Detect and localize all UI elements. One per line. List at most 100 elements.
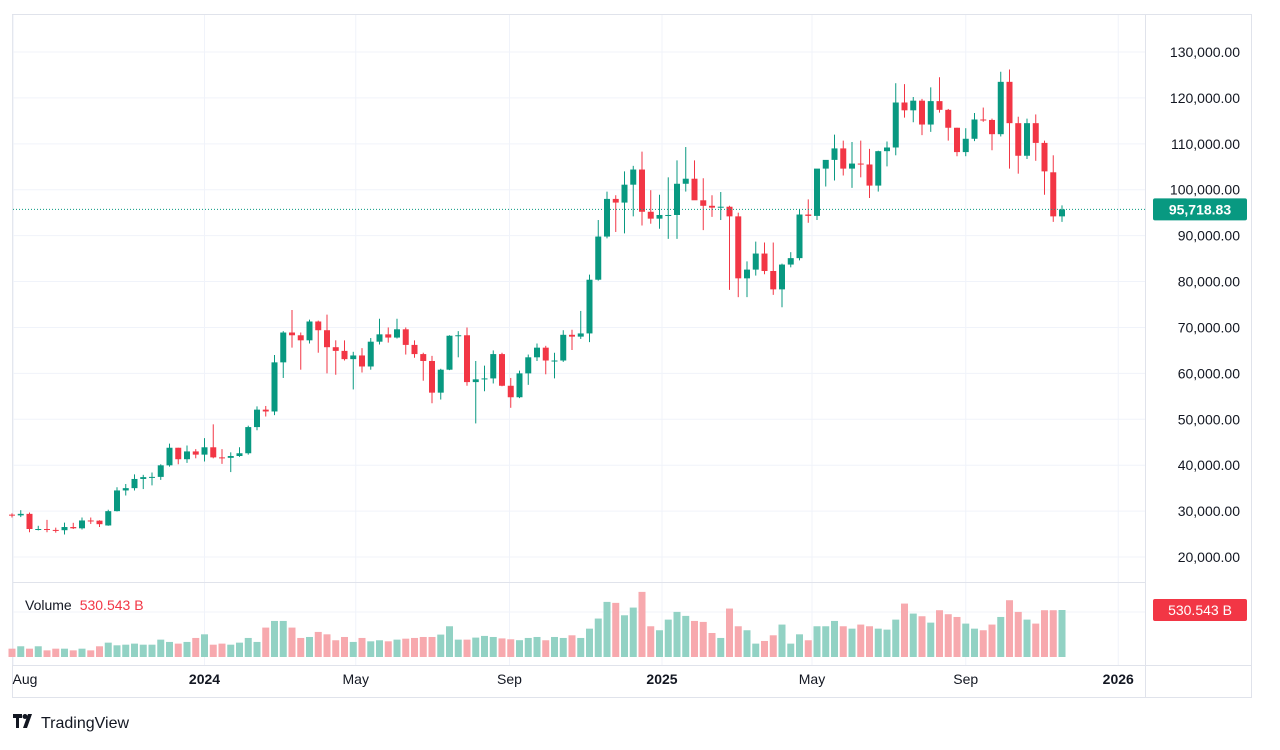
volume-bar [586,628,593,657]
volume-bar [892,619,900,657]
candle [569,329,575,350]
candle [919,98,925,136]
candle [691,160,698,201]
volume-bar [551,636,558,657]
volume-bar [183,641,191,657]
candle-body [849,163,855,169]
volume-bar [787,643,795,657]
candle-body [945,109,952,128]
candle [44,519,50,533]
candle [227,452,234,473]
candle [52,527,59,533]
candle-body [166,447,173,466]
btc-weekly-candlestick-chart[interactable]: 20,000.00 30,000.00 40,000.00 50,000.00 60,0… [0,0,1280,700]
time-axis[interactable]: Aug 2024 May Sep 2025 May Sep 2026 [13,671,1134,687]
volume-bar [988,624,996,657]
volume-bar [218,643,226,657]
volume-badge-bg [1153,599,1247,621]
candle-body [1041,142,1048,172]
volume-bar [393,639,401,657]
tradingview-logo[interactable]: TradingView [13,714,129,733]
grid-lines [12,15,1145,665]
candle-body [210,447,217,458]
volume-bar [559,637,567,657]
candle-body [262,409,269,412]
candle-body [971,119,978,139]
candle-body [787,258,794,265]
candle [621,171,628,234]
candle-body [875,151,882,186]
volume-bar [446,626,453,657]
candle [735,212,742,298]
candle-body [149,476,155,478]
candle-body [901,102,908,111]
candle-body [429,360,435,393]
volume-bar [717,637,725,657]
candle [647,190,654,224]
candle [814,168,820,221]
price-tick-label: 130,000.00 [1170,44,1240,60]
candle [306,319,313,344]
candle [499,352,505,387]
volume-bar [673,611,681,657]
price-tick-label: 90,000.00 [1178,228,1240,244]
candle [612,195,619,232]
candle-body [1032,123,1039,143]
volume-bar [43,650,51,657]
candle-body [394,329,400,338]
price-tick-label: 120,000.00 [1170,90,1240,106]
candle [1059,205,1065,222]
volume-bar [288,627,296,657]
volume-bar [524,637,532,657]
candle-body [542,347,549,361]
volume-bar [813,626,821,657]
candle-body [997,81,1004,135]
volume-bar [909,613,917,657]
candle-body [761,253,768,271]
candle [166,443,173,467]
volume-bar [516,640,523,657]
volume-bar [743,630,751,657]
candle-body [866,164,873,186]
candle [192,449,199,459]
candle [954,127,960,157]
candle [201,438,208,462]
candle-body [227,456,234,458]
candle [1050,155,1057,222]
candle [472,360,479,424]
candle-body [604,198,610,237]
candle-body [857,163,864,165]
candle-body [744,269,750,279]
candle [341,340,348,361]
candle-body [551,360,558,362]
volume-bar [17,646,25,657]
candle-body [709,205,715,208]
volume-legend[interactable]: Volume 530.543 B [25,597,144,613]
candle [280,331,287,378]
candle-body [674,183,680,215]
volume-bar [979,630,987,657]
volume-axis-label: 530.543 B [1168,602,1232,618]
candle-body [936,101,943,110]
candle-body [980,119,987,121]
candle-body [989,119,995,135]
candle [726,205,733,290]
candle-body [140,477,147,479]
candle-body [892,102,899,148]
candle [367,338,374,370]
price-axis[interactable]: 20,000.00 30,000.00 40,000.00 50,000.00 60,0… [1170,44,1240,565]
volume-bar [874,628,882,657]
time-tick-label: May [799,671,825,687]
candle-body [367,341,374,367]
candle-body [560,334,567,361]
candle-body [17,513,24,516]
candle [639,151,645,226]
volume-bar [306,636,313,657]
candle-body [621,184,628,203]
candle-body [306,321,313,341]
volume-bar [1014,611,1022,657]
candle-body [35,529,42,531]
volume-bar [936,610,943,657]
volume-bar [419,636,427,657]
candle-body [490,354,497,379]
